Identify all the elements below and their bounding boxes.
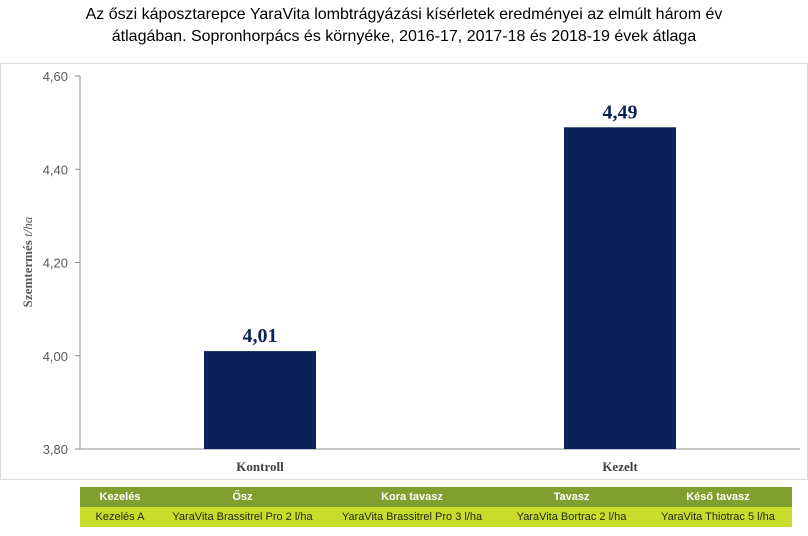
chart-title: Az őszi káposztarepce YaraVita lombtrágy… (0, 4, 808, 48)
table-header-cell: Ősz (160, 487, 325, 507)
table-header-cell: Kezelés (80, 487, 160, 507)
y-tick-label: 4,40 (43, 162, 68, 177)
x-tick-label: Kontroll (236, 459, 284, 474)
y-tick-label: 3,80 (43, 442, 68, 457)
bar-series: 4,01 Kontroll 4,49 Kezelt (204, 101, 676, 474)
table-cell: YaraVita Thiotrac 5 l/ha (644, 507, 792, 527)
bar-chart: 3,80 4,00 4,20 4,40 4,60 4,01 Kontroll 4,49 Kez… (0, 63, 808, 480)
data-label: 4,49 (603, 101, 638, 123)
y-tick-label: 4,00 (43, 349, 68, 364)
bar (564, 127, 676, 449)
table-header-cell: Késő tavasz (644, 487, 792, 507)
y-axis-label: Szemtermés t/ha (20, 216, 35, 307)
plot-area-border (0, 63, 808, 480)
chart-title-line-1: Az őszi káposztarepce YaraVita lombtrágy… (85, 6, 723, 23)
table-row: Kezelés A YaraVita Brassitrel Pro 2 l/ha… (80, 507, 792, 527)
chart-title-line-2: átlagában. Sopronhorpács és környéke, 20… (111, 28, 697, 45)
table-cell: YaraVita Brassitrel Pro 2 l/ha (160, 507, 325, 527)
table-cell: Kezelés A (80, 507, 160, 527)
table-header-cell: Kora tavasz (325, 487, 499, 507)
data-label: 4,01 (243, 325, 278, 347)
table-cell: YaraVita Brassitrel Pro 3 l/ha (325, 507, 499, 527)
treatment-table: Kezelés Ősz Kora tavasz Tavasz Késő tava… (80, 487, 792, 527)
table-header-cell: Tavasz (499, 487, 644, 507)
table-cell: YaraVita Bortrac 2 l/ha (499, 507, 644, 527)
table-header-row: Kezelés Ősz Kora tavasz Tavasz Késő tava… (80, 487, 792, 507)
bar (204, 351, 316, 449)
x-tick-label: Kezelt (602, 459, 638, 474)
y-axis-ticks: 3,80 4,00 4,20 4,40 4,60 (43, 69, 80, 457)
y-tick-label: 4,20 (43, 256, 68, 271)
y-tick-label: 4,60 (43, 69, 68, 84)
